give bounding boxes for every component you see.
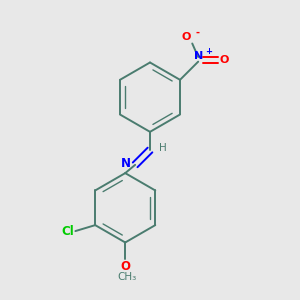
Text: O: O [181,32,190,42]
Text: +: + [206,47,212,56]
Text: Cl: Cl [61,225,74,238]
Text: N: N [194,51,203,61]
Text: H: H [159,143,167,153]
Text: O: O [120,260,130,273]
Text: CH₃: CH₃ [117,272,136,282]
Text: -: - [196,28,200,38]
Text: N: N [121,158,131,170]
Text: O: O [220,55,229,65]
